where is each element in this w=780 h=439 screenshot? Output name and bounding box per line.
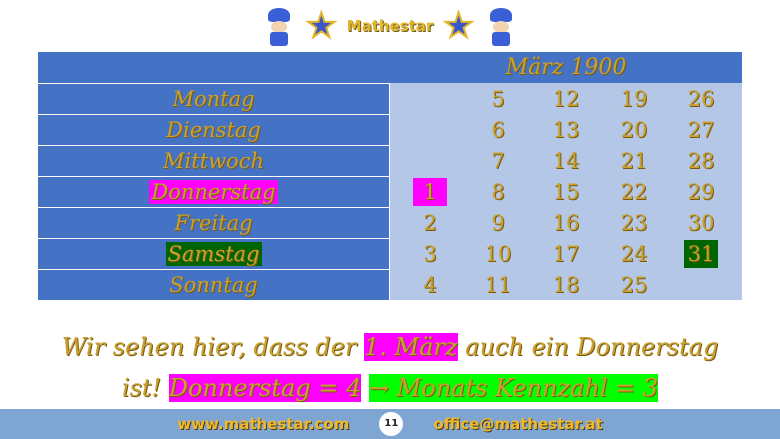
date-cell: 14 <box>552 149 580 173</box>
date-cell: 8 <box>491 180 505 204</box>
date-cell: 24 <box>620 242 648 266</box>
explanation-line-1: Wir sehen hier, dass der 1. März auch ei… <box>0 333 780 361</box>
date-cell: 22 <box>620 180 648 204</box>
date-cell: 9 <box>491 211 505 235</box>
wizard-icon <box>484 6 518 46</box>
weekday-label: Samstag <box>165 242 262 266</box>
date-cell: 2 <box>423 211 437 235</box>
weekday-cell: Samstag <box>38 238 389 269</box>
website-link[interactable]: www.mathestar.com <box>177 415 350 433</box>
date-cell: 28 <box>687 149 715 173</box>
weekday-cell: Sonntag <box>38 269 389 300</box>
weekday-cell: Montag <box>38 83 389 114</box>
highlight-date: 1. März <box>363 333 458 361</box>
footer: www.mathestar.com 11 office@mathestar.at <box>0 409 780 439</box>
date-cell: 11 <box>484 273 512 297</box>
date-cell: 10 <box>484 242 512 266</box>
star-icon: ★ <box>305 6 338 46</box>
weekday-label: Donnerstag <box>149 180 278 204</box>
date-cell: 30 <box>687 211 715 235</box>
date-cell: 31 <box>684 240 718 268</box>
text-segment: ist! <box>121 374 169 402</box>
brand-name: Mathestar <box>346 17 434 35</box>
header-logo: ★ Mathestar ★ <box>0 4 780 48</box>
text-segment: Wir sehen hier, dass der <box>61 333 364 361</box>
date-cell: 12 <box>552 87 580 111</box>
explanation-line-2: ist! Donnerstag = 4 → Monats Kennzahl = … <box>0 374 780 402</box>
date-cell: 29 <box>687 180 715 204</box>
weekday-cell: Mittwoch <box>38 145 389 176</box>
email-link[interactable]: office@mathestar.at <box>433 415 603 433</box>
calendar-table: März 1900 Montag Dienstag Mittwoch Donnerst… <box>38 52 742 300</box>
weekday-label: Montag <box>172 87 255 111</box>
date-cell: 16 <box>552 211 580 235</box>
date-cell: 27 <box>687 118 715 142</box>
calendar-title: März 1900 <box>505 55 627 80</box>
date-cell: 19 <box>620 87 648 111</box>
date-cell: 17 <box>552 242 580 266</box>
date-cell: 1 <box>413 178 447 206</box>
weekday-label: Dienstag <box>166 118 261 142</box>
date-cell: 21 <box>620 149 648 173</box>
date-cell: 18 <box>552 273 580 297</box>
weekday-label: Freitag <box>174 211 253 235</box>
page-number: 11 <box>379 412 404 436</box>
date-cell: 23 <box>620 211 648 235</box>
wizard-icon <box>262 6 296 46</box>
text-segment: auch ein Donnerstag <box>457 333 719 361</box>
highlight-month-code: → Monats Kennzahl = 3 <box>368 374 659 402</box>
date-cell: 13 <box>552 118 580 142</box>
date-cell: 6 <box>491 118 505 142</box>
weekday-cell: Freitag <box>38 207 389 238</box>
date-grid: 1 2 3 4 5 6 7 8 9 10 11 12 13 14 15 16 17 18 19 20 21 22 23 24 2… <box>389 83 742 300</box>
date-cell: 4 <box>423 273 437 297</box>
date-cell: 20 <box>620 118 648 142</box>
highlight-weekday-number: Donnerstag = 4 <box>168 374 362 402</box>
date-cell: 15 <box>552 180 580 204</box>
date-cell: 3 <box>423 242 437 266</box>
date-cell: 25 <box>620 273 648 297</box>
date-cell: 26 <box>687 87 715 111</box>
date-cell: 7 <box>491 149 505 173</box>
weekday-label: Mittwoch <box>162 149 264 173</box>
weekday-cell: Donnerstag <box>38 176 389 207</box>
weekday-label: Sonntag <box>169 273 258 297</box>
weekday-cell: Dienstag <box>38 114 389 145</box>
date-cell: 5 <box>491 87 505 111</box>
star-icon: ★ <box>442 6 475 46</box>
